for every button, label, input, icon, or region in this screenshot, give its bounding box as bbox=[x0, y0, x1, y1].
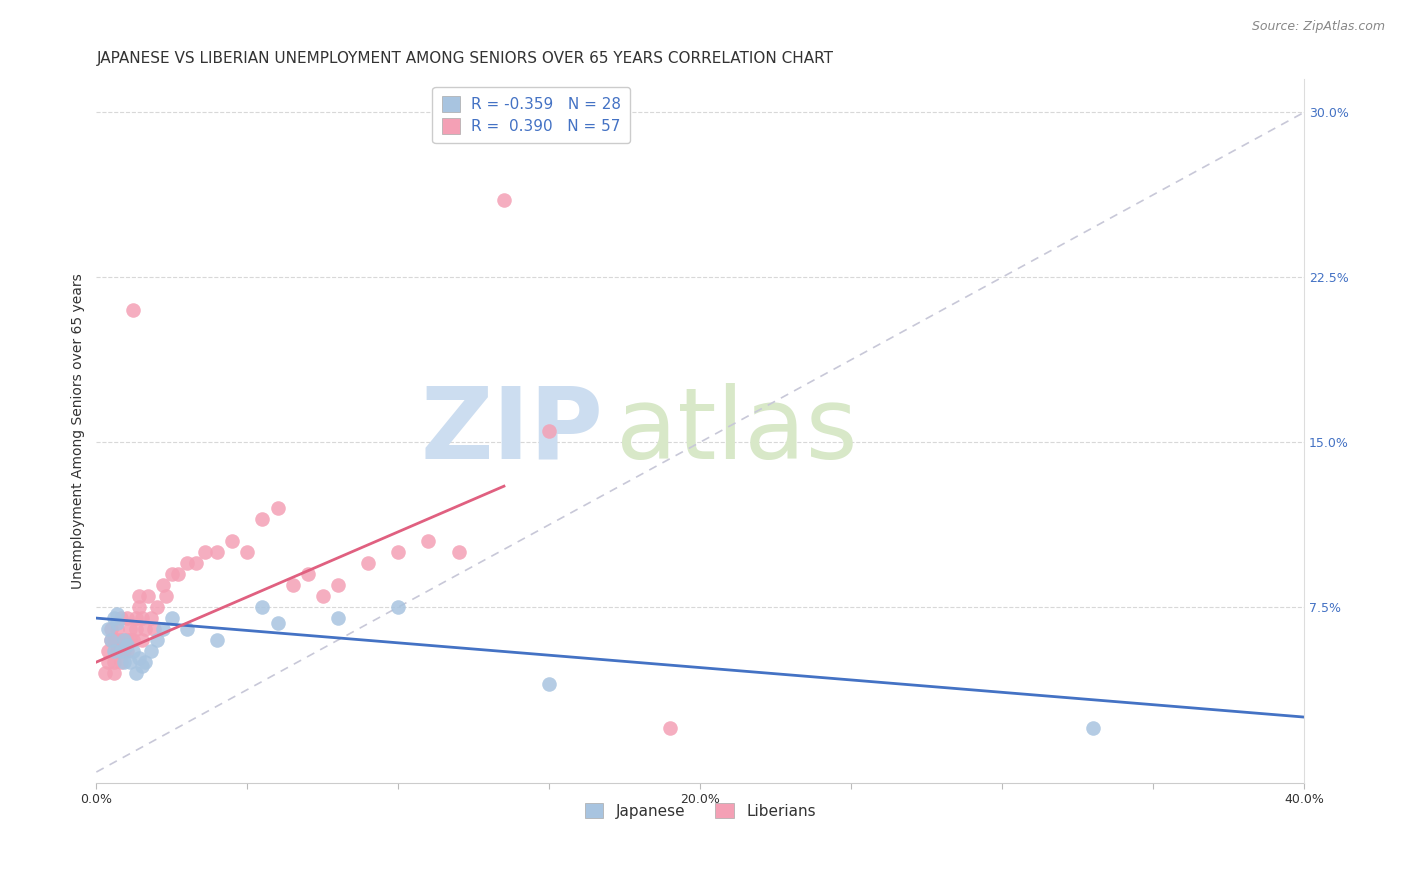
Point bbox=[128, 650, 150, 665]
Point bbox=[107, 633, 129, 648]
Point bbox=[659, 721, 682, 735]
Point bbox=[97, 644, 120, 658]
Point bbox=[152, 622, 174, 636]
Point bbox=[236, 545, 259, 559]
Point bbox=[131, 611, 153, 625]
Point bbox=[176, 622, 198, 636]
Point bbox=[492, 194, 515, 208]
Y-axis label: Unemployment Among Seniors over 65 years: Unemployment Among Seniors over 65 years bbox=[72, 273, 86, 589]
Point bbox=[134, 622, 156, 636]
Point bbox=[326, 578, 349, 592]
Point bbox=[103, 611, 125, 625]
Point bbox=[136, 589, 159, 603]
Point bbox=[194, 545, 217, 559]
Point bbox=[152, 578, 174, 592]
Point bbox=[121, 633, 143, 648]
Point bbox=[112, 644, 135, 658]
Point bbox=[184, 556, 207, 570]
Point bbox=[115, 638, 138, 652]
Point bbox=[97, 655, 120, 669]
Point bbox=[538, 677, 561, 691]
Text: Source: ZipAtlas.com: Source: ZipAtlas.com bbox=[1251, 20, 1385, 33]
Point bbox=[118, 655, 141, 669]
Point bbox=[418, 534, 440, 549]
Text: atlas: atlas bbox=[616, 383, 858, 480]
Point bbox=[110, 611, 132, 625]
Point bbox=[94, 666, 117, 681]
Point bbox=[160, 567, 183, 582]
Point bbox=[100, 622, 122, 636]
Point bbox=[1081, 721, 1104, 735]
Point bbox=[160, 611, 183, 625]
Point bbox=[266, 615, 288, 630]
Point bbox=[112, 633, 135, 648]
Point bbox=[107, 622, 129, 636]
Point bbox=[142, 622, 165, 636]
Point bbox=[97, 622, 120, 636]
Point bbox=[167, 567, 190, 582]
Point bbox=[103, 633, 125, 648]
Point bbox=[176, 556, 198, 570]
Point bbox=[312, 589, 335, 603]
Point bbox=[205, 633, 228, 648]
Point bbox=[281, 578, 304, 592]
Point bbox=[387, 545, 409, 559]
Point bbox=[139, 611, 162, 625]
Point bbox=[145, 633, 167, 648]
Point bbox=[110, 655, 132, 669]
Point bbox=[145, 600, 167, 615]
Point bbox=[131, 659, 153, 673]
Point bbox=[121, 303, 143, 318]
Point bbox=[115, 633, 138, 648]
Point bbox=[252, 600, 274, 615]
Point bbox=[112, 655, 135, 669]
Point bbox=[357, 556, 380, 570]
Point bbox=[121, 644, 143, 658]
Point bbox=[107, 615, 129, 630]
Point bbox=[107, 644, 129, 658]
Point bbox=[538, 424, 561, 438]
Legend: Japanese, Liberians: Japanese, Liberians bbox=[579, 797, 821, 825]
Point bbox=[326, 611, 349, 625]
Point bbox=[118, 633, 141, 648]
Point bbox=[110, 644, 132, 658]
Point bbox=[205, 545, 228, 559]
Point bbox=[387, 600, 409, 615]
Point bbox=[155, 589, 177, 603]
Point bbox=[139, 644, 162, 658]
Point bbox=[124, 611, 146, 625]
Point bbox=[252, 512, 274, 526]
Point bbox=[115, 611, 138, 625]
Point bbox=[115, 644, 138, 658]
Point bbox=[134, 655, 156, 669]
Point bbox=[128, 600, 150, 615]
Point bbox=[100, 633, 122, 648]
Point bbox=[103, 666, 125, 681]
Text: ZIP: ZIP bbox=[420, 383, 603, 480]
Point bbox=[107, 607, 129, 621]
Point bbox=[112, 633, 135, 648]
Point bbox=[297, 567, 319, 582]
Point bbox=[131, 633, 153, 648]
Point bbox=[266, 501, 288, 516]
Point bbox=[103, 655, 125, 669]
Point bbox=[221, 534, 243, 549]
Point bbox=[100, 633, 122, 648]
Point bbox=[447, 545, 470, 559]
Point bbox=[103, 644, 125, 658]
Point bbox=[124, 666, 146, 681]
Point bbox=[128, 589, 150, 603]
Point bbox=[124, 622, 146, 636]
Point bbox=[118, 622, 141, 636]
Text: JAPANESE VS LIBERIAN UNEMPLOYMENT AMONG SENIORS OVER 65 YEARS CORRELATION CHART: JAPANESE VS LIBERIAN UNEMPLOYMENT AMONG … bbox=[97, 51, 834, 66]
Point bbox=[110, 633, 132, 648]
